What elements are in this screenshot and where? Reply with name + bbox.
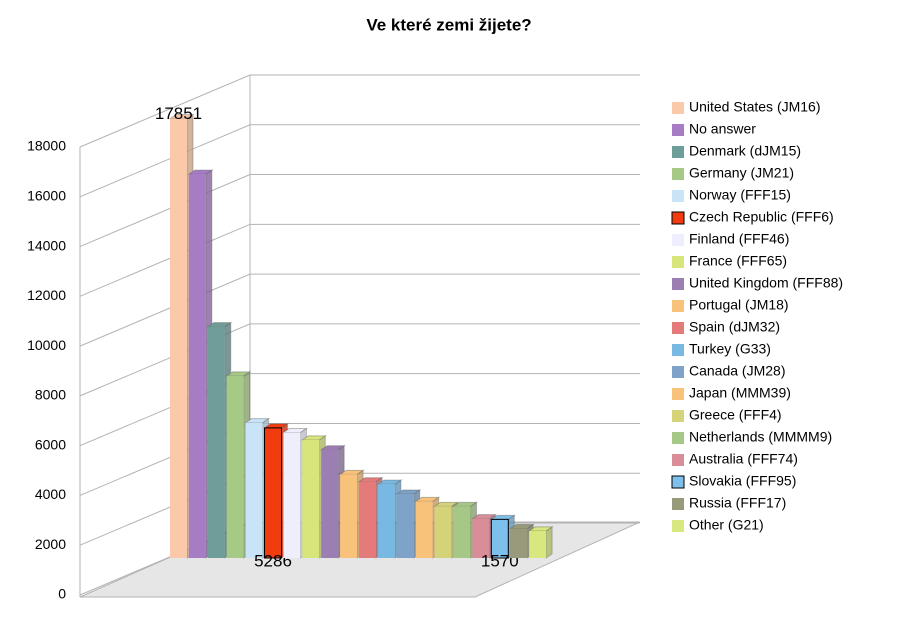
bar (321, 449, 339, 558)
grid-line (79, 174, 640, 248)
legend-label: Spain (dJM32) (689, 319, 780, 335)
legend-swatch (672, 344, 684, 356)
legend-swatch (672, 322, 684, 334)
grid-line (79, 74, 640, 148)
legend-swatch (672, 124, 684, 136)
bar (434, 506, 452, 558)
bar (226, 375, 244, 558)
chart-title: Ve které zemi žijete? (366, 15, 531, 34)
legend-label: Turkey (G33) (689, 341, 771, 357)
grid-line (79, 273, 640, 347)
y-tick-label: 12000 (27, 287, 66, 303)
y-tick-label: 4000 (35, 486, 66, 502)
legend-swatch (672, 454, 684, 466)
y-tick-label: 8000 (35, 387, 66, 403)
legend-label: United Kingdom (FFF88) (689, 275, 843, 291)
legend-label: France (FFF65) (689, 253, 787, 269)
legend-label: Finland (FFF46) (689, 231, 789, 247)
data-label: 17851 (155, 104, 202, 123)
bar (415, 501, 433, 558)
bar (453, 506, 471, 558)
y-tick-label: 0 (58, 586, 66, 602)
y-tick-label: 6000 (35, 436, 66, 452)
bar-side (545, 525, 553, 559)
legend-swatch (672, 278, 684, 290)
bar (264, 427, 282, 559)
legend-swatch (672, 388, 684, 400)
bar (188, 174, 206, 559)
bar (490, 518, 509, 559)
legend-label: Russia (FFF17) (689, 495, 786, 511)
y-tick-label: 16000 (27, 187, 66, 203)
legend-label: Japan (MMM39) (689, 385, 791, 401)
legend-label: Denmark (dJM15) (689, 143, 801, 159)
y-tick-label: 14000 (27, 237, 66, 253)
grid-line (79, 373, 640, 447)
bar (396, 494, 414, 558)
legend-label: Australia (FFF74) (689, 451, 798, 467)
bar (245, 422, 263, 558)
bar (472, 518, 490, 558)
legend-label: Norway (FFF15) (689, 187, 791, 203)
bar (359, 481, 376, 558)
legend-swatch (672, 256, 684, 268)
legend-swatch (672, 520, 684, 532)
bar (302, 439, 320, 558)
legend-label: Germany (JM21) (689, 165, 794, 181)
legend-swatch (672, 102, 684, 114)
legend-swatch (672, 300, 684, 312)
legend-swatch (672, 410, 684, 422)
legend-label: Netherlands (MMMM9) (689, 429, 832, 445)
legend-swatch (672, 234, 684, 246)
grid-line (79, 323, 640, 397)
bar (207, 326, 225, 558)
data-label: 1570 (481, 551, 519, 570)
legend-swatch (672, 432, 684, 444)
bar (529, 530, 547, 558)
legend-label: Canada (JM28) (689, 363, 786, 379)
legend-label: No answer (689, 121, 756, 137)
bar (283, 432, 301, 558)
y-tick-label: 2000 (35, 536, 66, 552)
grid-line (79, 124, 640, 198)
legend-swatch (672, 168, 684, 180)
legend-swatch (672, 146, 684, 158)
bar (340, 474, 358, 558)
legend-label: Portugal (JM18) (689, 297, 789, 313)
legend-swatch (672, 366, 684, 378)
legend-label: Czech Republic (FFF6) (689, 209, 834, 225)
y-tick-label: 10000 (27, 337, 66, 353)
grid-line (79, 223, 640, 297)
legend-label: United States (JM16) (689, 99, 821, 115)
bar (510, 528, 528, 558)
legend-swatch (671, 475, 685, 489)
legend-label: Other (G21) (689, 517, 764, 533)
bar (377, 484, 395, 558)
bar (170, 118, 187, 558)
legend-swatch (671, 211, 685, 225)
legend-label: Greece (FFF4) (689, 407, 782, 423)
legend-swatch (672, 190, 684, 202)
legend-label: Slovakia (FFF95) (689, 473, 796, 489)
data-label: 5286 (254, 551, 292, 570)
legend-swatch (672, 498, 684, 510)
y-tick-label: 18000 (27, 138, 66, 154)
